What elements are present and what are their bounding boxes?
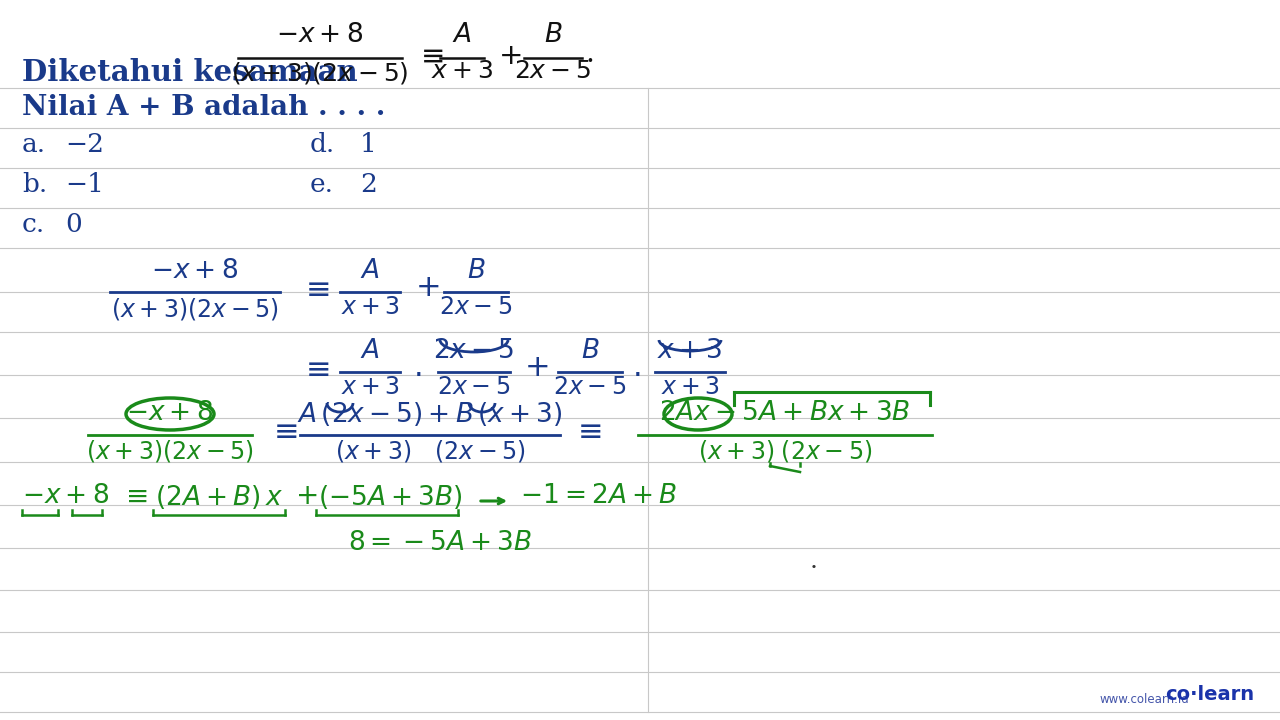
Text: 1: 1 [360,132,376,157]
Text: $2x-5$: $2x-5$ [439,296,512,319]
Text: $-x + 8$: $-x + 8$ [276,22,364,47]
Text: Diketahui kesamaan: Diketahui kesamaan [22,58,357,87]
Text: $\equiv$: $\equiv$ [415,42,444,70]
Text: $\equiv$: $\equiv$ [300,272,330,304]
Text: $2x-5$: $2x-5$ [438,376,511,399]
Text: $(x+3)(2x-5)$: $(x+3)(2x-5)$ [86,438,253,464]
Text: $- x + 8$: $- x + 8$ [151,258,238,283]
Text: $x+3$: $x+3$ [431,60,493,83]
Text: c.: c. [22,212,45,237]
Text: 2: 2 [360,172,376,197]
Text: .: . [810,550,818,573]
Text: $x+3$: $x+3$ [658,338,723,363]
Text: .: . [585,41,594,68]
Text: e.: e. [310,172,334,197]
Text: $\equiv$: $\equiv$ [572,415,603,446]
Text: $A$: $A$ [360,258,380,283]
Text: $2x-5$: $2x-5$ [434,338,515,363]
Text: www.colearn.id: www.colearn.id [1100,693,1189,706]
Text: $2x - 5$: $2x - 5$ [515,60,591,83]
Text: $(x+3)(2x-5)$: $(x+3)(2x-5)$ [111,296,279,322]
Text: co·learn: co·learn [1165,685,1254,704]
Text: $+$: $+$ [415,272,439,304]
Text: $A\,(2x-5) + B\,(x+3)$: $A\,(2x-5) + B\,(x+3)$ [297,400,563,428]
Text: $+$: $+$ [498,42,521,70]
Text: $x+3$: $x+3$ [340,376,399,399]
Text: $- x+8$: $- x+8$ [127,400,214,425]
Text: −2: −2 [65,132,104,157]
Text: $8 = -5A+3B$: $8 = -5A+3B$ [348,530,532,555]
Text: $.$: $.$ [632,353,640,384]
Text: $B$: $B$ [544,22,562,47]
Text: $(x+3)\;(2x-5)$: $(x+3)\;(2x-5)$ [698,438,872,464]
Text: $.$: $.$ [413,353,421,384]
Text: $(2A+B)\,x$: $(2A+B)\,x$ [155,483,283,511]
Text: 0: 0 [65,212,82,237]
Text: $x+3$: $x+3$ [660,376,719,399]
Text: $A$: $A$ [452,22,472,47]
Text: $+$: $+$ [524,353,548,384]
Text: $(-5A+3B)$: $(-5A+3B)$ [317,483,462,511]
Text: b.: b. [22,172,47,197]
Text: $\equiv$: $\equiv$ [300,353,330,384]
Text: $(x+3)\quad(2x-5)$: $(x+3)\quad(2x-5)$ [334,438,525,464]
Text: $A$: $A$ [360,338,380,363]
Text: $\equiv$: $\equiv$ [268,415,298,446]
Text: $-x+8$: $-x+8$ [22,483,109,508]
Text: $-1 = 2A+B$: $-1 = 2A+B$ [520,483,677,508]
Text: Nilai A + B adalah . . . .: Nilai A + B adalah . . . . [22,94,385,121]
Text: a.: a. [22,132,46,157]
Text: $x+3$: $x+3$ [340,296,399,319]
Text: d.: d. [310,132,335,157]
Text: $\equiv$: $\equiv$ [120,483,147,510]
Text: $+$: $+$ [294,483,317,510]
Text: $2x-5$: $2x-5$ [553,376,627,399]
Text: $B$: $B$ [581,338,599,363]
Text: $B$: $B$ [467,258,485,283]
Text: −1: −1 [65,172,104,197]
Text: $(x+3)(2x-5)$: $(x+3)(2x-5)$ [232,60,408,86]
Text: $2Ax - 5A + Bx + 3B$: $2Ax - 5A + Bx + 3B$ [659,400,910,425]
